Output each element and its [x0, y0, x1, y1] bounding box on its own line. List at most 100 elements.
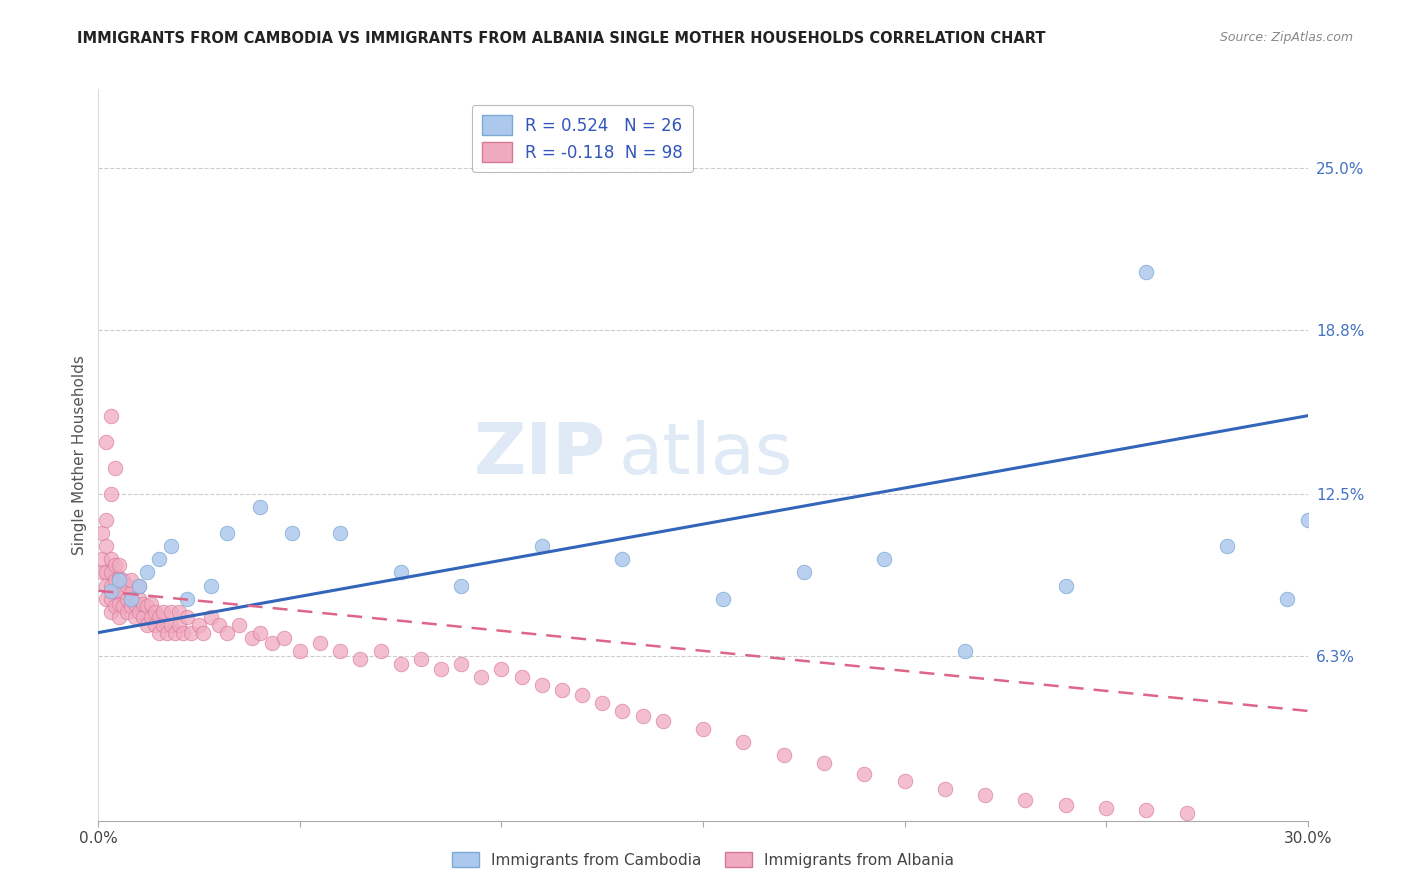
Point [260, 636, 283, 650]
Legend: R = 0.524   N = 26, R = -0.118  N = 98: R = 0.524 N = 26, R = -0.118 N = 98 [471, 105, 693, 172]
Point [853, 766, 876, 780]
Point [631, 709, 654, 723]
Point [120, 586, 142, 600]
Point [139, 610, 162, 624]
Point [160, 605, 183, 619]
Point [115, 591, 138, 606]
Point [793, 566, 815, 580]
Point [115, 605, 138, 619]
Point [135, 617, 157, 632]
Point [132, 610, 155, 624]
Point [309, 636, 332, 650]
Point [711, 591, 734, 606]
Point [551, 683, 574, 698]
Point [135, 566, 157, 580]
Point [217, 526, 239, 541]
Legend: Immigrants from Cambodia, Immigrants from Albania: Immigrants from Cambodia, Immigrants fro… [446, 846, 960, 873]
Point [813, 756, 835, 771]
Point [107, 574, 129, 588]
Point [103, 461, 125, 475]
Point [491, 662, 513, 676]
Point [152, 617, 174, 632]
Point [249, 500, 271, 515]
Point [349, 651, 371, 665]
Point [96, 434, 118, 449]
Point [176, 591, 198, 606]
Y-axis label: Single Mother Households: Single Mother Households [72, 355, 87, 555]
Point [1054, 797, 1077, 812]
Text: atlas: atlas [619, 420, 793, 490]
Point [1216, 539, 1239, 553]
Point [281, 526, 304, 541]
Point [124, 597, 146, 611]
Point [692, 723, 714, 737]
Point [893, 774, 915, 789]
Point [96, 513, 118, 527]
Point [249, 625, 271, 640]
Point [143, 605, 166, 619]
Point [172, 625, 194, 640]
Point [107, 583, 129, 598]
Point [103, 574, 125, 588]
Point [128, 578, 150, 592]
Point [148, 625, 170, 640]
Text: ZIP: ZIP [474, 420, 606, 490]
Text: Source: ZipAtlas.com: Source: ZipAtlas.com [1219, 31, 1353, 45]
Point [934, 782, 956, 797]
Point [217, 625, 239, 640]
Point [612, 704, 634, 718]
Point [167, 617, 190, 632]
Point [100, 591, 122, 606]
Point [470, 670, 492, 684]
Point [329, 526, 352, 541]
Point [329, 644, 352, 658]
Point [120, 599, 142, 614]
Point [132, 597, 155, 611]
Point [100, 605, 122, 619]
Point [100, 487, 122, 501]
Point [143, 617, 166, 632]
Point [974, 788, 997, 802]
Point [103, 583, 125, 598]
Point [100, 566, 122, 580]
Text: IMMIGRANTS FROM CAMBODIA VS IMMIGRANTS FROM ALBANIA SINGLE MOTHER HOUSEHOLDS COR: IMMIGRANTS FROM CAMBODIA VS IMMIGRANTS F… [77, 31, 1046, 46]
Point [288, 644, 311, 658]
Point [128, 578, 150, 592]
Point [120, 574, 142, 588]
Point [96, 539, 118, 553]
Point [200, 578, 222, 592]
Point [430, 662, 453, 676]
Point [91, 566, 114, 580]
Point [180, 625, 202, 640]
Point [953, 644, 976, 658]
Point [96, 578, 118, 592]
Point [1135, 265, 1157, 279]
Point [1135, 803, 1157, 817]
Point [115, 578, 138, 592]
Point [103, 599, 125, 614]
Point [148, 610, 170, 624]
Point [1014, 793, 1036, 807]
Point [91, 526, 114, 541]
Point [128, 605, 150, 619]
Point [1095, 800, 1118, 814]
Point [91, 552, 114, 566]
Point [163, 625, 186, 640]
Point [107, 571, 129, 585]
Point [772, 748, 794, 763]
Point [103, 558, 125, 572]
Point [152, 605, 174, 619]
Point [111, 574, 134, 588]
Point [100, 583, 122, 598]
Point [107, 610, 129, 624]
Point [450, 578, 472, 592]
Point [111, 583, 134, 598]
Point [128, 591, 150, 606]
Point [193, 625, 215, 640]
Point [873, 552, 896, 566]
Point [228, 617, 250, 632]
Point [530, 678, 553, 692]
Point [510, 670, 533, 684]
Point [100, 552, 122, 566]
Point [240, 631, 263, 645]
